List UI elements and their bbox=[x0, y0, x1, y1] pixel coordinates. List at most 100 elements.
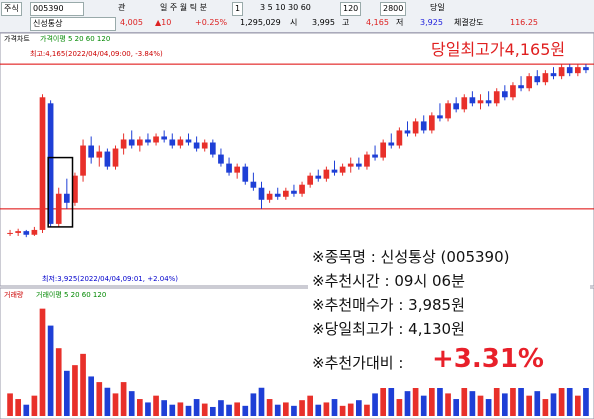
volume-bar bbox=[485, 399, 492, 416]
candle-body bbox=[218, 154, 224, 164]
rate: +0.25% bbox=[195, 18, 228, 27]
volume-bar bbox=[445, 393, 451, 416]
candle-body bbox=[161, 136, 168, 140]
candle-body bbox=[445, 103, 451, 119]
candle-body bbox=[347, 163, 354, 167]
headline: 당일최고가4,165원 bbox=[428, 36, 569, 60]
candle-body bbox=[574, 67, 581, 74]
volume-bar bbox=[364, 404, 370, 416]
candle-body bbox=[145, 139, 151, 143]
volume-bar bbox=[72, 365, 78, 416]
candle-body bbox=[242, 166, 249, 182]
volume-ma: 거래이평 5 20 60 120 bbox=[36, 290, 106, 299]
candle-body bbox=[339, 166, 346, 173]
candle-body bbox=[63, 193, 70, 203]
volume-bar bbox=[177, 402, 184, 416]
total[interactable]: 2800 bbox=[380, 2, 407, 16]
candle-body bbox=[185, 139, 192, 143]
volume-bar bbox=[120, 382, 127, 416]
code[interactable]: 005390 bbox=[30, 2, 84, 16]
candle-body bbox=[47, 103, 54, 224]
volume-bar bbox=[404, 391, 411, 416]
minutes[interactable]: 3 5 10 30 60 bbox=[260, 3, 311, 12]
volume-bar bbox=[315, 404, 322, 416]
periods[interactable]: 일 주 월 틱 분 bbox=[160, 3, 207, 12]
candle-body bbox=[542, 73, 549, 83]
price: 4,005 bbox=[120, 18, 143, 27]
candle-body bbox=[177, 139, 184, 146]
volume-bar bbox=[501, 393, 508, 416]
volume-bar bbox=[420, 395, 427, 416]
volume-bar bbox=[453, 399, 460, 416]
candle-body bbox=[193, 142, 200, 149]
signal-box bbox=[47, 156, 74, 228]
candle-body bbox=[55, 193, 62, 224]
strength-label: 체결강도 bbox=[454, 18, 484, 27]
candle-body bbox=[550, 73, 557, 77]
low: 3,925 bbox=[420, 18, 443, 27]
volume-bar bbox=[23, 404, 30, 416]
candle-body bbox=[404, 130, 411, 134]
volume-bar bbox=[128, 391, 135, 416]
candle-body bbox=[299, 184, 305, 194]
volume-bar bbox=[558, 376, 565, 416]
info-buy: ※추천매수가 : 3,985원 bbox=[312, 294, 465, 315]
price-ma: 가격이평 5 20 60 120 bbox=[40, 34, 110, 43]
candle-body bbox=[7, 232, 13, 234]
today[interactable]: 당일 bbox=[430, 3, 445, 12]
info-high: ※당일최고가 : 4,130원 bbox=[312, 318, 465, 339]
volume-bar bbox=[550, 393, 557, 416]
unit[interactable]: 1 bbox=[232, 2, 244, 16]
volume-bar bbox=[493, 384, 500, 416]
info-time: ※추천시간 : 09시 06분 bbox=[312, 270, 465, 291]
candle-body bbox=[282, 190, 289, 197]
market[interactable]: 주식 bbox=[1, 2, 22, 16]
candle-body bbox=[477, 100, 484, 104]
volume-bar bbox=[526, 395, 533, 416]
volume-bar bbox=[266, 399, 273, 416]
volume-bar bbox=[145, 402, 151, 416]
open: 3,995 bbox=[312, 18, 335, 27]
volume-bar bbox=[282, 402, 289, 416]
volume-bar bbox=[161, 400, 168, 416]
volume-bar bbox=[185, 405, 192, 416]
candle-body bbox=[80, 145, 86, 176]
volume-bar bbox=[234, 402, 241, 416]
volume-bar bbox=[31, 395, 38, 416]
candle-body bbox=[250, 181, 257, 188]
high-note: 최고:4,165(2022/04/04,09:00, -3.84%) bbox=[30, 49, 163, 58]
price-title: 가격차트 bbox=[4, 34, 30, 43]
watch[interactable]: 관 bbox=[118, 3, 126, 12]
candle-body bbox=[88, 145, 95, 158]
candle-body bbox=[493, 91, 500, 104]
high-label: 고 bbox=[342, 18, 350, 27]
candle-body bbox=[380, 142, 387, 158]
volume-title: 거래량 bbox=[4, 290, 24, 299]
candle-body bbox=[39, 97, 46, 230]
candle-body bbox=[112, 148, 119, 167]
candle-body bbox=[15, 231, 22, 233]
volume-bar bbox=[218, 400, 224, 416]
candle-body bbox=[428, 115, 435, 131]
candle-body bbox=[437, 115, 443, 119]
volume-bar bbox=[55, 348, 62, 416]
candle-body bbox=[372, 154, 378, 158]
candle-body bbox=[534, 76, 541, 83]
stock-name: 신성통상 bbox=[30, 17, 116, 31]
candle-body bbox=[583, 67, 589, 71]
volume-bar bbox=[566, 387, 573, 416]
candle-body bbox=[128, 139, 135, 146]
info-item: ※종목명 : 신성통상 (005390) bbox=[312, 246, 510, 267]
volume-bar bbox=[461, 376, 468, 416]
volume-bar bbox=[242, 405, 249, 416]
info-gain: +3.31% bbox=[432, 344, 544, 374]
volume-bar bbox=[47, 325, 54, 416]
candle-body bbox=[307, 175, 314, 185]
candle-body bbox=[396, 130, 403, 146]
volume-bar bbox=[39, 308, 46, 416]
volume-bar bbox=[15, 399, 22, 416]
volume-bar bbox=[534, 391, 541, 416]
volume-bar bbox=[209, 406, 216, 416]
count[interactable]: 120 bbox=[340, 2, 362, 16]
